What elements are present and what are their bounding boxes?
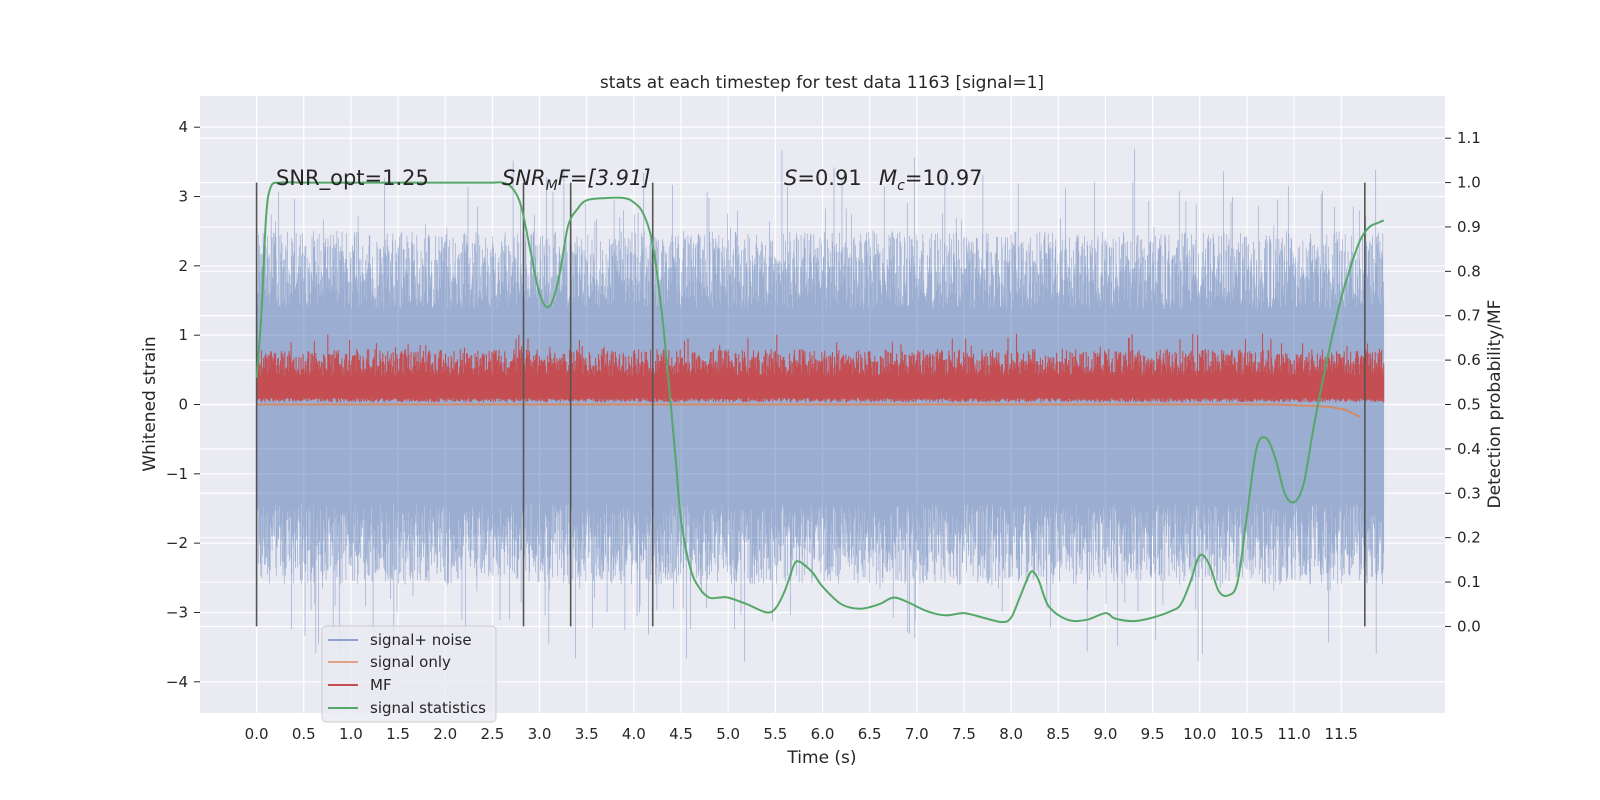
svg-text:signal only: signal only: [370, 653, 451, 671]
snr-mf-annotation: SNRMF=[3.91]: [502, 166, 651, 194]
svg-text:signal statistics: signal statistics: [370, 699, 486, 717]
legend-item-signal-only: signal only: [328, 653, 451, 671]
right-tick-label: 1.1: [1457, 129, 1481, 147]
s-annotation: S=0.91: [784, 166, 862, 190]
x-tick-label: 5.5: [763, 725, 787, 743]
y-tick-label: −2: [166, 534, 188, 552]
y-axis-label: Whitened strain: [140, 336, 160, 471]
y-tick-label: 0: [178, 396, 188, 414]
right-tick-label: 0.6: [1457, 351, 1481, 369]
signal-statistics-line: [255, 181, 1385, 624]
right-tick-label: 1.0: [1457, 174, 1481, 192]
svg-text:MF: MF: [370, 676, 392, 694]
x-axis-label: Time (s): [786, 748, 856, 768]
x-tick-label: 9.0: [1094, 725, 1118, 743]
snr-opt-annotation: SNR_opt=1.25: [276, 166, 429, 191]
y-tick-label: 1: [178, 326, 188, 344]
right-tick-label: 0.8: [1457, 262, 1481, 280]
right-y-axis-label: Detection probability/MF: [1485, 300, 1505, 509]
vertical-markers: [255, 182, 1366, 627]
x-tick-label: 11.0: [1277, 725, 1310, 743]
x-tick-label: 2.0: [433, 725, 457, 743]
x-tick-label: 9.5: [1141, 725, 1165, 743]
right-tick-label: 0.2: [1457, 529, 1481, 547]
mc-annotation: Mc=10.97: [879, 166, 983, 194]
x-axis-ticks: 0.0 0.5 1.0 1.5 2.0 2.5 3.0 3.5 4.0 4.5 5.0 5.5 6.0 6…: [245, 725, 1358, 743]
x-tick-label: 10.5: [1230, 725, 1263, 743]
right-tick-label: 0.0: [1457, 617, 1481, 635]
y-tick-label: −1: [166, 465, 188, 483]
x-tick-label: 4.0: [622, 725, 646, 743]
y-tick-label: 3: [178, 188, 188, 206]
y-tick-label: −4: [166, 673, 188, 691]
y-tick-label: 2: [178, 257, 188, 275]
y-axis-ticks: 4 3 2 1 0 −1 −2 −3 −4: [166, 118, 200, 691]
x-tick-label: 1.0: [339, 725, 363, 743]
right-tick-label: 0.3: [1457, 484, 1481, 502]
x-tick-label: 8.0: [999, 725, 1023, 743]
x-tick-label: 1.5: [386, 725, 410, 743]
signal-only-series: [256, 403, 1361, 418]
x-tick-label: 2.5: [480, 725, 504, 743]
right-tick-label: 0.4: [1457, 440, 1481, 458]
chart-title: stats at each timestep for test data 116…: [600, 73, 1044, 93]
right-tick-label: 0.5: [1457, 396, 1481, 414]
right-y-axis-ticks: 1.1 1.0 0.9 0.8 0.7 0.6 0.5 0.4 0.3 0.2 0.1 0.0: [1445, 129, 1481, 635]
x-tick-label: 11.5: [1325, 725, 1358, 743]
right-tick-label: 0.9: [1457, 218, 1481, 236]
legend-item-signal-statistics: signal statistics: [328, 699, 486, 717]
signal-statistics-series: [255, 181, 1385, 624]
legend-item-signal-noise: signal+ noise: [328, 631, 472, 649]
annotations: SNR_opt=1.25 SNRMF=[3.91] S=0.91 Mc=10.9…: [276, 166, 983, 194]
x-tick-label: 7.5: [952, 725, 976, 743]
x-tick-label: 10.0: [1183, 725, 1216, 743]
x-tick-label: 0.5: [292, 725, 316, 743]
signal-only-line: [256, 403, 1361, 418]
x-tick-label: 6.5: [858, 725, 882, 743]
right-tick-label: 0.7: [1457, 307, 1481, 325]
legend: signal+ noise signal only MF signal stat…: [321, 625, 497, 723]
legend-item-mf: MF: [328, 676, 392, 694]
x-tick-label: 3.5: [575, 725, 599, 743]
x-tick-label: 8.5: [1046, 725, 1070, 743]
y-tick-label: 4: [178, 118, 188, 136]
x-tick-label: 5.0: [716, 725, 740, 743]
x-tick-label: 6.0: [811, 725, 835, 743]
legend-box: [321, 625, 497, 723]
y-tick-label: −3: [166, 603, 188, 621]
right-tick-label: 0.1: [1457, 573, 1481, 591]
x-tick-label: 4.5: [669, 725, 693, 743]
x-tick-label: 3.0: [528, 725, 552, 743]
x-tick-label: 7.0: [905, 725, 929, 743]
x-tick-label: 0.0: [245, 725, 269, 743]
svg-text:signal+ noise: signal+ noise: [370, 631, 472, 649]
